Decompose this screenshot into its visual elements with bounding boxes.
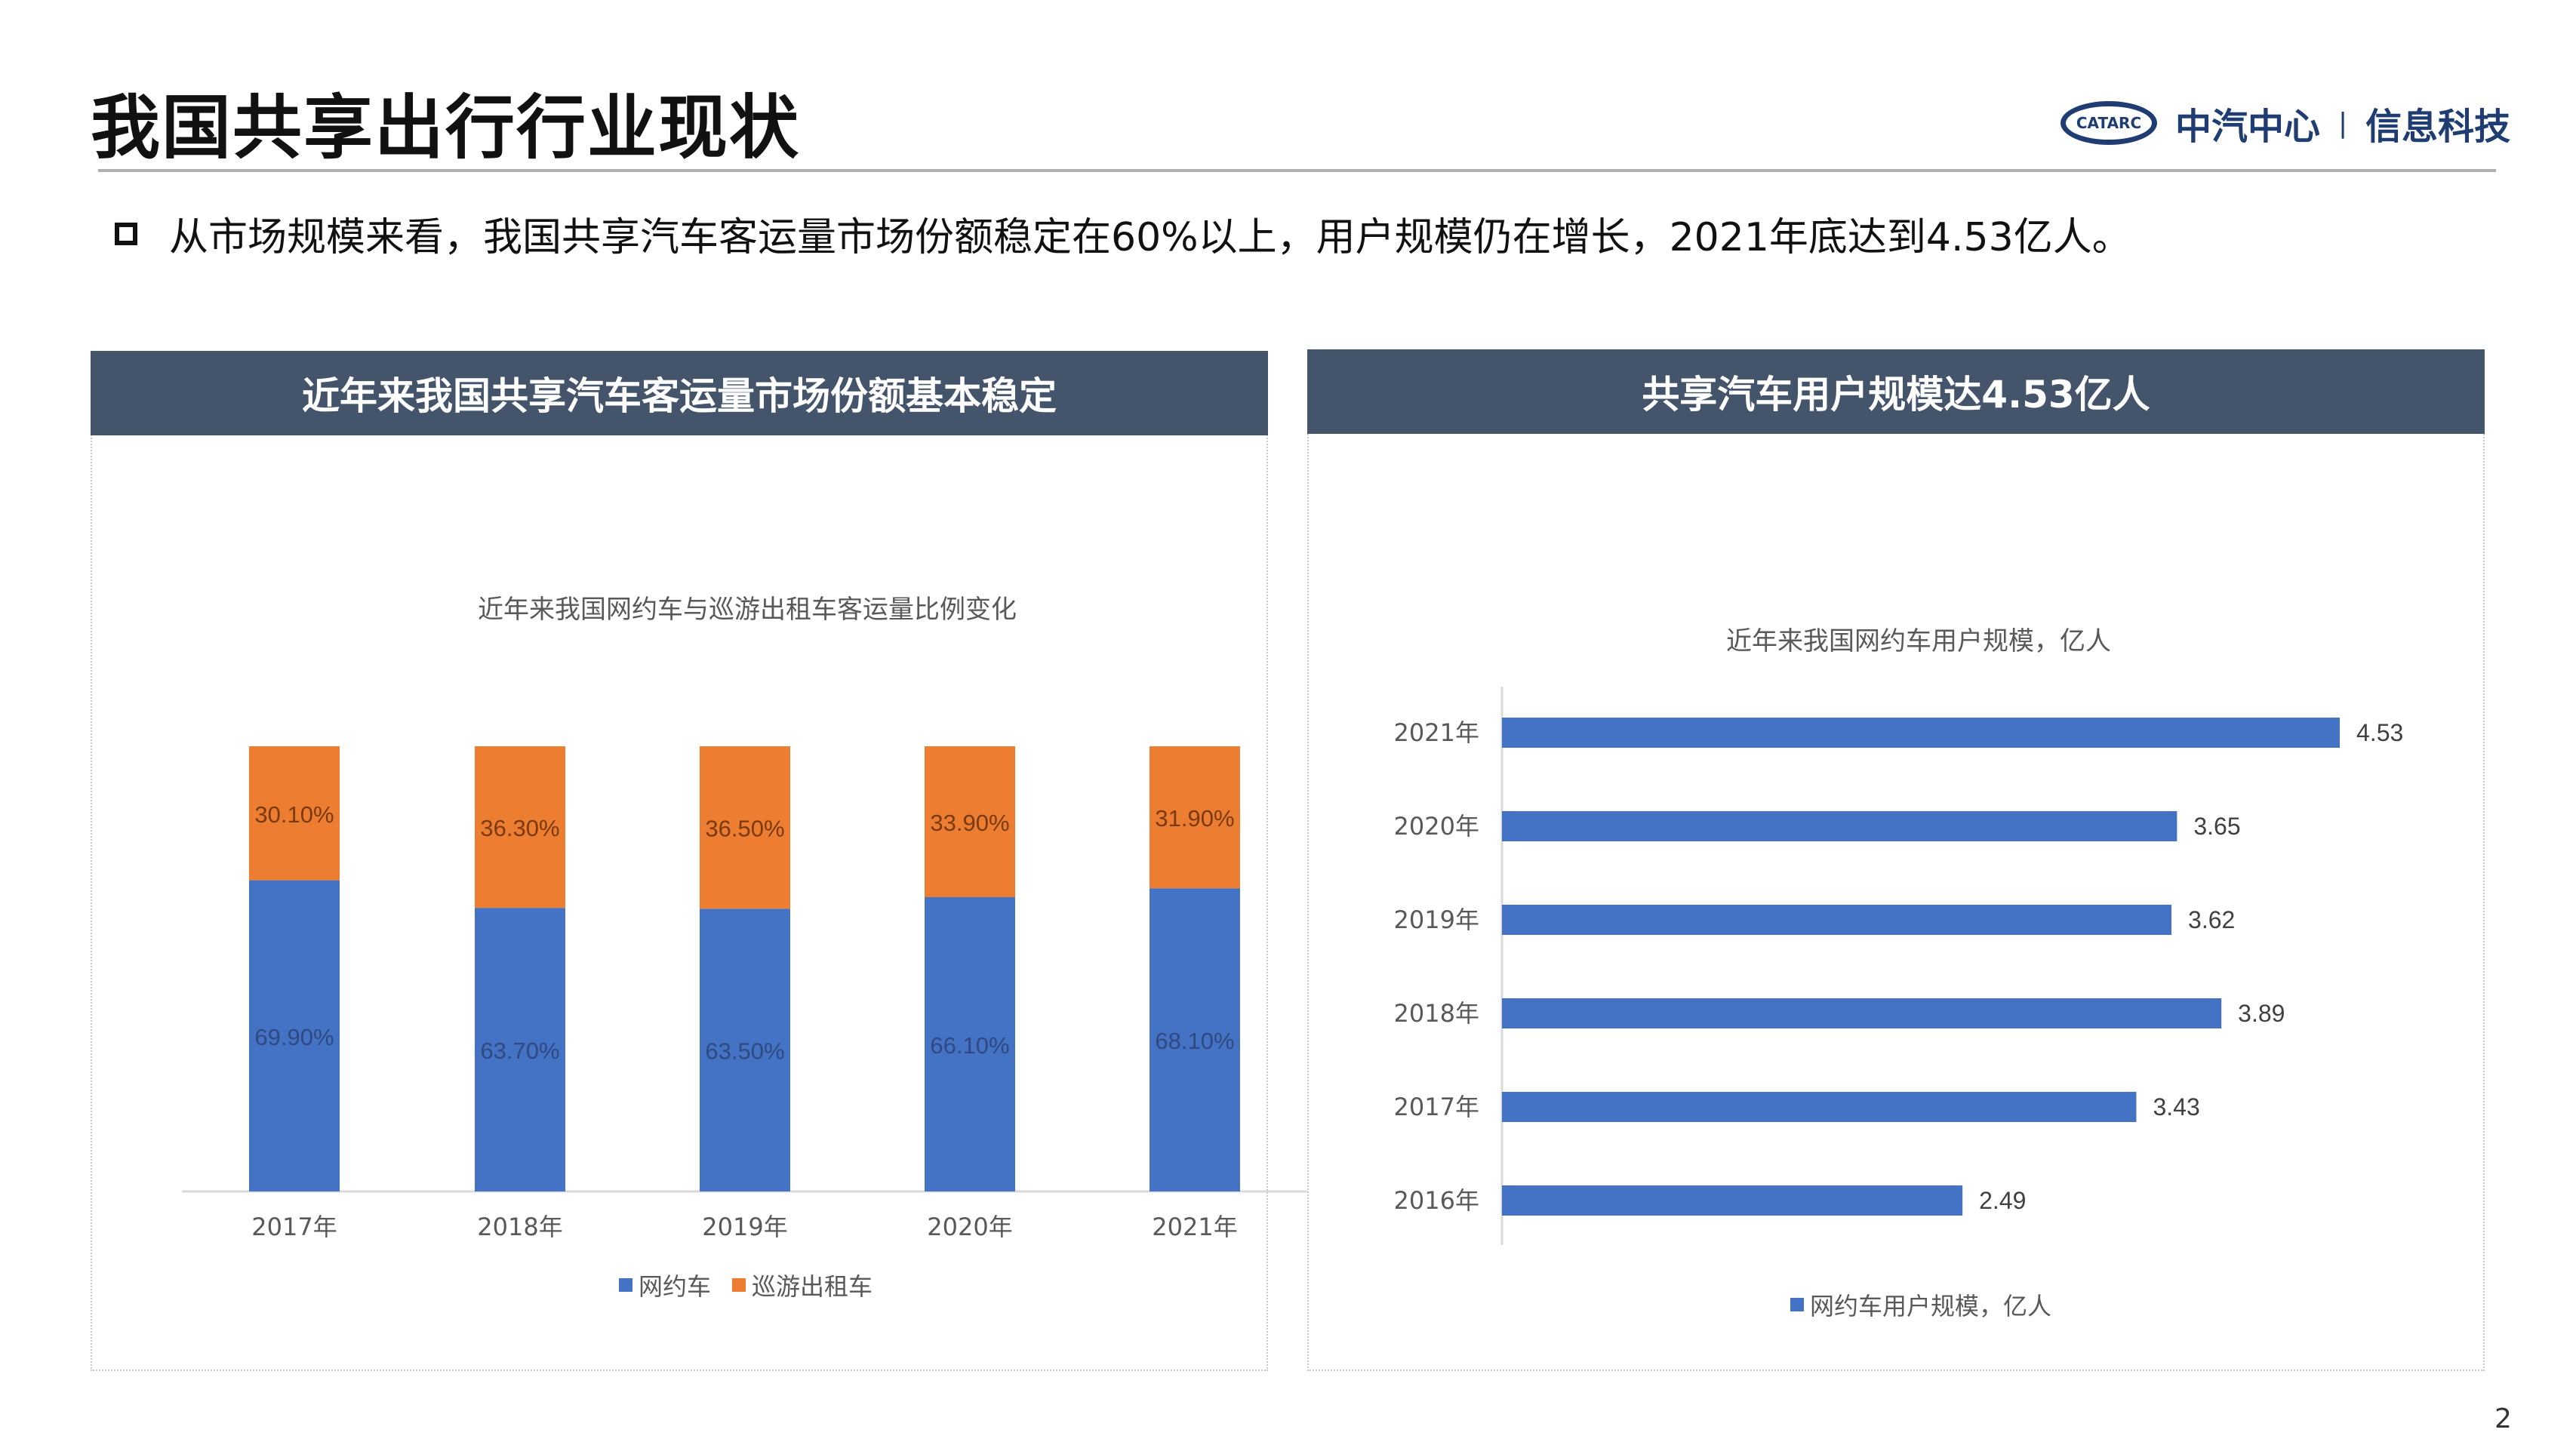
bar-taxi: [1150, 746, 1240, 889]
logo-text-right: 信息科技: [2365, 106, 2511, 148]
data-label: 68.10%: [1155, 1028, 1234, 1054]
y-tick-label: 2020年: [1394, 812, 1479, 841]
bullet-text: 从市场规模来看，我国共享汽车客运量市场份额稳定在60%以上，用户规模仍在增长，2…: [169, 215, 2131, 260]
bar-users: [1502, 998, 2222, 1028]
catarc-emblem-icon: CATARC: [2060, 101, 2157, 145]
data-label: 30.10%: [254, 801, 334, 828]
right-panel-header: 共享汽车用户规模达4.53亿人: [1307, 349, 2485, 434]
page-title: 我国共享出行行业现状: [91, 88, 801, 168]
data-label: 36.30%: [480, 815, 559, 841]
x-tick-label: 2019年: [702, 1213, 787, 1241]
bar-ride-hailing: [925, 897, 1015, 1191]
bar-taxi: [249, 746, 340, 881]
bar-users: [1502, 811, 2177, 841]
data-label: 63.70%: [480, 1038, 559, 1064]
data-label: 33.90%: [930, 810, 1009, 836]
data-label: 3.89: [2238, 1000, 2285, 1027]
left-panel-header: 近年来我国共享汽车客运量市场份额基本稳定: [91, 351, 1268, 435]
bar-taxi: [475, 746, 565, 908]
bar-ride-hailing: [249, 880, 340, 1191]
bar-ride-hailing: [700, 908, 790, 1191]
bar-ride-hailing: [1150, 888, 1240, 1191]
left-chart-legend: 网约车 巡游出租车: [619, 1268, 873, 1302]
logo-emblem-text: CATARC: [2076, 114, 2142, 132]
data-label: 66.10%: [930, 1032, 1009, 1059]
logo-separator: |: [2338, 107, 2348, 139]
data-label: 63.50%: [705, 1038, 784, 1065]
company-logo: CATARC 中汽中心 | 信息科技: [2060, 97, 2510, 149]
y-tick-label: 2019年: [1394, 905, 1479, 934]
logo-text-left: 中汽中心: [2175, 106, 2321, 148]
data-label: 2.49: [1979, 1187, 2026, 1214]
bar-users: [1502, 718, 2340, 748]
x-tick-label: 2018年: [477, 1213, 562, 1241]
data-label: 3.62: [2188, 906, 2235, 933]
y-tick-label: 2017年: [1394, 1093, 1479, 1121]
data-label: 3.65: [2193, 813, 2240, 840]
bullet-point: 从市场规模来看，我国共享汽车客运量市场份额稳定在60%以上，用户规模仍在增长，2…: [115, 205, 2131, 262]
data-label: 3.43: [2153, 1093, 2199, 1121]
legend-label-users: 网约车用户规模，亿人: [1810, 1292, 2052, 1320]
legend-label-taxi: 巡游出租车: [752, 1272, 873, 1301]
right-chart-legend: 网约车用户规模，亿人: [1790, 1287, 2051, 1322]
bar-taxi: [700, 746, 790, 909]
x-tick-label: 2020年: [927, 1213, 1012, 1241]
bar-users: [1502, 1092, 2137, 1122]
legend-swatch-users: [1790, 1298, 1804, 1311]
data-label: 36.50%: [705, 816, 784, 842]
legend-swatch-taxi: [732, 1278, 746, 1292]
page-number: 2: [2494, 1403, 2512, 1434]
bar-ride-hailing: [475, 908, 565, 1191]
data-label: 31.90%: [1155, 805, 1234, 832]
left-chart-title: 近年来我国网约车与巡游出租车客运量比例变化: [478, 595, 1017, 625]
legend-label-ride-hailing: 网约车: [639, 1272, 712, 1301]
right-chart-title: 近年来我国网约车用户规模，亿人: [1726, 626, 2111, 656]
x-tick-label: 2021年: [1152, 1213, 1237, 1241]
title-divider: [98, 169, 2496, 172]
y-tick-label: 2018年: [1394, 999, 1479, 1028]
bar-taxi: [925, 746, 1015, 898]
legend-swatch-ride-hailing: [619, 1278, 632, 1292]
y-tick-label: 2016年: [1394, 1186, 1479, 1215]
y-tick-label: 2021年: [1394, 718, 1479, 747]
bar-users: [1502, 1185, 1963, 1216]
bar-users: [1502, 905, 2172, 935]
x-tick-label: 2017年: [251, 1213, 337, 1241]
square-bullet-icon: [115, 222, 137, 245]
data-label: 69.90%: [254, 1024, 334, 1050]
data-label: 4.53: [2356, 719, 2403, 746]
